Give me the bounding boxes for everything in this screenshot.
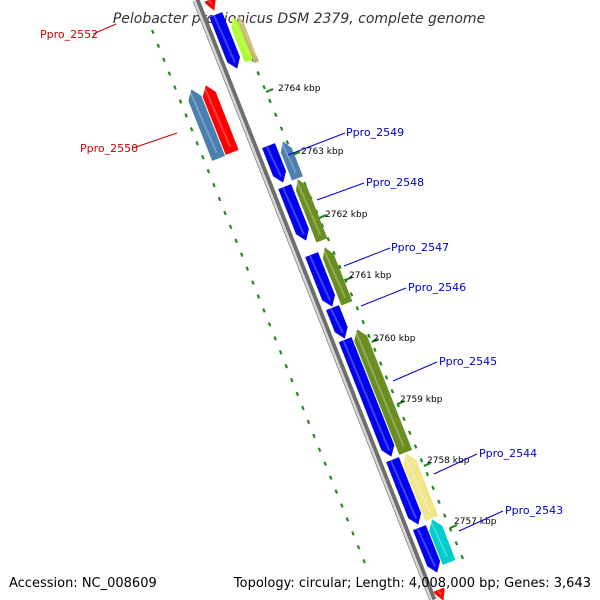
gene-ppro-2547-outer-shade bbox=[322, 248, 347, 299]
gene-ppro-2550-a[interactable] bbox=[188, 89, 226, 161]
gene-ppro-2544-inner-shade bbox=[389, 460, 418, 520]
kbp-label-2760: 2760 kbp bbox=[373, 334, 416, 344]
gene-ppro-2549-outer[interactable] bbox=[280, 141, 303, 181]
gene-label-ppro-2544[interactable]: Ppro_2544 bbox=[479, 447, 537, 460]
kbp-label-2761: 2761 kbp bbox=[349, 271, 392, 281]
gene-label-ppro-2552[interactable]: Ppro_2552 bbox=[40, 28, 98, 41]
gene-top-blue-shade bbox=[213, 15, 236, 64]
topology-text: Topology: circular; Length: 4,008,000 bp… bbox=[233, 576, 591, 591]
scale-tick-3 bbox=[344, 275, 353, 282]
scale-labels: 2764 kbp 2763 kbp 2762 kbp 2761 kbp 2760… bbox=[278, 84, 497, 527]
gene-ppro-2548-outer-shade bbox=[295, 180, 322, 236]
scale-tick-0 bbox=[265, 87, 274, 94]
scale-tick-4 bbox=[371, 337, 380, 344]
gene-ppro-2547-inner-shade bbox=[308, 255, 332, 302]
gene-label-ppro-2546[interactable]: Ppro_2546 bbox=[408, 281, 466, 294]
gene-top-red-shade bbox=[207, 0, 214, 6]
gene-bottom-red[interactable] bbox=[433, 587, 445, 600]
gene-ppro-2550-b[interactable] bbox=[202, 85, 239, 155]
gene-label-ppro-2547[interactable]: Ppro_2547 bbox=[391, 241, 449, 254]
gene-top-blue[interactable] bbox=[209, 12, 241, 69]
accession-text: Accession: NC_008609 bbox=[9, 576, 157, 591]
gene-ppro-2543-inner-shade bbox=[416, 528, 437, 568]
gene-label-ppro-2550[interactable]: Ppro_2550 bbox=[80, 142, 138, 155]
kbp-label-2764: 2764 kbp bbox=[278, 84, 321, 94]
gene-ppro-2546-inner[interactable] bbox=[326, 305, 348, 339]
gene-ppro-2543-inner[interactable] bbox=[412, 525, 441, 573]
gene-ppro-2544-outer-shade bbox=[403, 454, 431, 514]
guide-line-outer bbox=[150, 29, 368, 567]
scale-tick-7 bbox=[449, 523, 458, 530]
scale-tick-2 bbox=[318, 213, 327, 220]
gene-ppro-2545-inner[interactable] bbox=[338, 337, 395, 457]
gene-top-red[interactable] bbox=[204, 0, 216, 11]
gene-ppro-2544-outer[interactable] bbox=[403, 453, 439, 521]
gene-ppro-2550-b-shade bbox=[203, 86, 232, 148]
gene-ppro-2543-outer[interactable] bbox=[429, 519, 456, 565]
scale-tick-1 bbox=[292, 150, 301, 157]
gene-ppro-2543-outer-shade bbox=[429, 520, 449, 558]
gene-ppro-2547-inner[interactable] bbox=[305, 252, 336, 307]
kbp-label-2763: 2763 kbp bbox=[301, 147, 344, 157]
gene-bottom-red-shade bbox=[436, 589, 443, 596]
gene-label-ppro-2543[interactable]: Ppro_2543 bbox=[505, 504, 563, 517]
gene-ppro-2545-outer-shade bbox=[354, 330, 405, 448]
gene-top-tan-shade bbox=[236, 15, 257, 57]
map-title: Pelobacter propionicus DSM 2379, complet… bbox=[113, 11, 485, 27]
gene-label-ppro-2549[interactable]: Ppro_2549 bbox=[346, 126, 404, 139]
gene-ppro-2546-inner-shade bbox=[329, 308, 344, 334]
gene-labels: Ppro_2549 Ppro_2548 Ppro_2547 Ppro_2546 … bbox=[40, 28, 563, 517]
guide-line-inner bbox=[238, 29, 468, 567]
gene-label-ppro-2545[interactable]: Ppro_2545 bbox=[439, 355, 497, 368]
gene-ppro-2548-outer[interactable] bbox=[295, 179, 328, 243]
gene-ppro-2547-outer[interactable] bbox=[322, 247, 353, 306]
kbp-label-2759: 2759 kbp bbox=[400, 395, 443, 405]
kbp-label-2758: 2758 kbp bbox=[427, 456, 470, 466]
gene-label-leaders bbox=[92, 23, 504, 532]
gene-ppro-2545-outer[interactable] bbox=[354, 329, 413, 455]
gene-ppro-2545-inner-shade bbox=[342, 340, 391, 452]
gene-ppro-2549-outer-shade bbox=[280, 142, 297, 174]
gene-ppro-2549-inner[interactable] bbox=[262, 143, 287, 183]
kbp-label-2762: 2762 kbp bbox=[325, 210, 368, 220]
gene-ppro-2550-a-shade bbox=[188, 90, 218, 154]
gene-ppro-2544-inner[interactable] bbox=[386, 457, 422, 525]
gene-ppro-2548-inner[interactable] bbox=[278, 184, 309, 241]
gene-features bbox=[188, 0, 458, 600]
gene-top-lime-shade bbox=[230, 18, 250, 56]
genome-backbone bbox=[192, 0, 437, 600]
gene-label-ppro-2548[interactable]: Ppro_2548 bbox=[366, 176, 424, 189]
gene-top-tan[interactable] bbox=[237, 15, 259, 64]
kbp-label-2757: 2757 kbp bbox=[454, 517, 497, 527]
scale-tick-5 bbox=[397, 399, 406, 406]
gene-ppro-2549-inner-shade bbox=[265, 146, 283, 178]
scale-tick-6 bbox=[423, 461, 432, 468]
guide-lines bbox=[150, 29, 468, 567]
gene-ppro-2548-inner-shade bbox=[282, 187, 305, 236]
